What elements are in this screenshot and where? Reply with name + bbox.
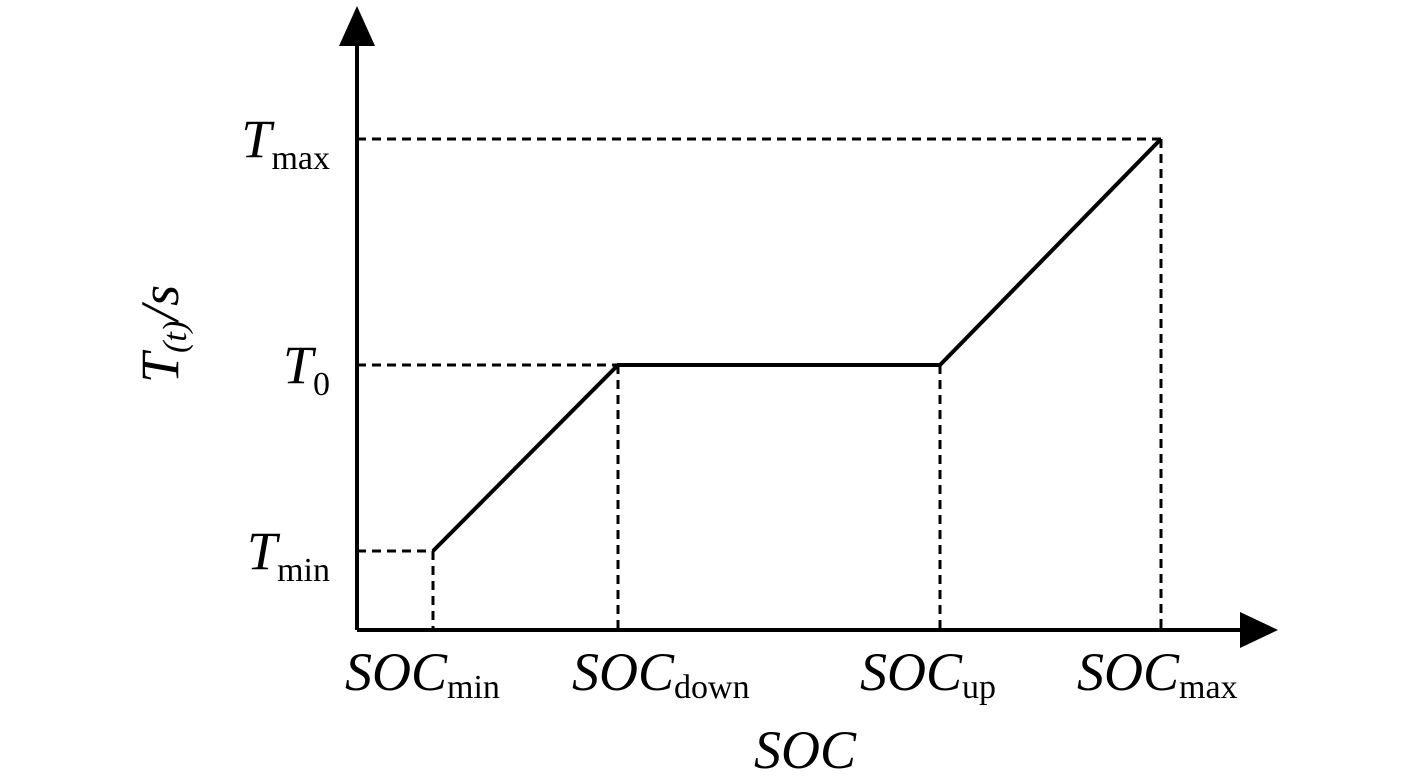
svg-text:T(t)/s: T(t)/s xyxy=(130,285,194,383)
y-axis-title-sub: (t) xyxy=(157,321,194,353)
x-tick-main: SOC xyxy=(1077,642,1180,702)
x-tick-sub: down xyxy=(674,669,750,706)
y-axis-title: T(t)/s xyxy=(130,285,194,383)
data-series xyxy=(431,137,1163,553)
series-line xyxy=(431,137,1163,553)
y-tick-label-T_min: Tmin xyxy=(247,521,330,589)
x-tick-main: SOC xyxy=(572,642,675,702)
x-tick-sub: up xyxy=(962,669,996,706)
x-axis-title: SOC xyxy=(754,720,857,780)
x-tick-label-SOC_min: SOCmin xyxy=(345,642,500,706)
y-tick-sub: max xyxy=(271,140,330,177)
y-tick-label-T_max: Tmax xyxy=(241,109,330,177)
x-tick-main: SOC xyxy=(345,642,448,702)
y-axis-title-main: T xyxy=(130,349,190,383)
x-tick-main: SOC xyxy=(860,642,963,702)
y-axis-arrow-icon xyxy=(339,6,375,46)
x-tick-sub: max xyxy=(1179,669,1238,706)
y-tick-main: T xyxy=(241,109,275,169)
x-axis-arrow-icon xyxy=(1240,612,1278,648)
y-axis-title-unit: /s xyxy=(130,285,190,324)
x-tick-sub: min xyxy=(447,669,500,706)
y-tick-main: T xyxy=(247,521,281,581)
x-tick-label-SOC_max: SOCmax xyxy=(1077,642,1238,706)
y-tick-sub: 0 xyxy=(313,366,330,403)
guide-lines xyxy=(357,137,1163,630)
y-tick-label-T_0: T0 xyxy=(283,335,330,403)
y-tick-main: T xyxy=(283,335,317,395)
axes xyxy=(339,6,1278,648)
y-tick-sub: min xyxy=(277,552,330,589)
x-tick-label-SOC_up: SOCup xyxy=(860,642,996,706)
x-tick-label-SOC_down: SOCdown xyxy=(572,642,750,706)
